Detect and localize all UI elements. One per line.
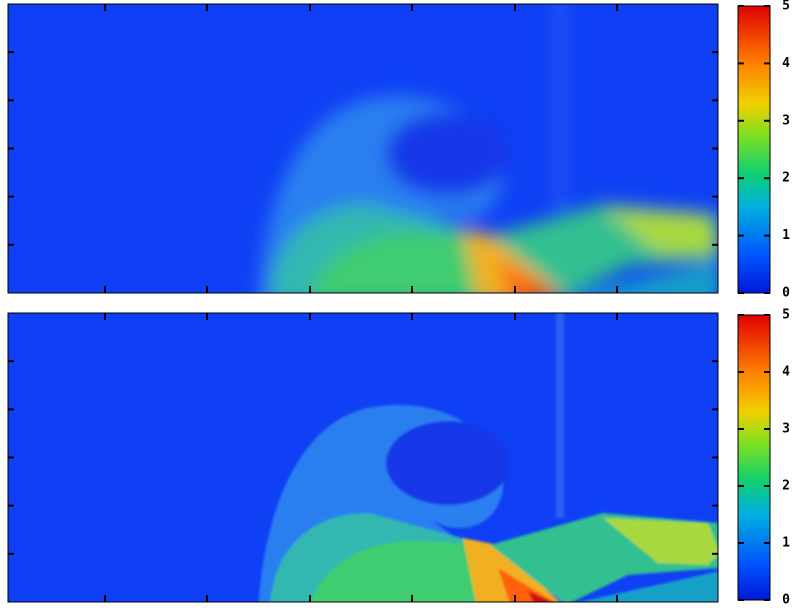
heatmap: [8, 4, 718, 293]
colorbar-tick-label: 4: [782, 365, 790, 380]
colorbar: [737, 314, 771, 601]
field-region: [386, 421, 510, 505]
colorbar-tick-label: 0: [782, 286, 790, 301]
field-region: [579, 262, 718, 293]
colorbar-tick-label: 2: [782, 479, 790, 494]
field-region: [528, 591, 554, 602]
field-region: [603, 518, 718, 565]
colorbar-tick-label: 3: [782, 422, 790, 437]
heatmap: [8, 313, 718, 602]
colorbar: [737, 5, 771, 294]
field-region: [463, 229, 560, 293]
field-region: [603, 209, 718, 256]
field-region: [463, 538, 560, 602]
colorbar-tick-label: 1: [782, 536, 790, 551]
streak: [556, 313, 564, 518]
field-region: [386, 112, 510, 196]
colorbar-tick-label: 3: [782, 113, 790, 128]
colorbar-tick-label: 0: [782, 593, 790, 608]
field-region: [498, 568, 556, 602]
streak: [556, 4, 564, 209]
colorbar-tick-label: 1: [782, 228, 790, 243]
field-region: [498, 259, 556, 293]
colorbar-tick-label: 5: [782, 0, 790, 14]
field: [258, 313, 718, 602]
colorbar-tick-label: 4: [782, 56, 790, 71]
field-region: [528, 282, 554, 293]
colorbar-tick-label: 5: [782, 308, 790, 323]
field-region: [579, 571, 718, 602]
field: [258, 4, 718, 293]
colorbar-tick-label: 2: [782, 171, 790, 186]
